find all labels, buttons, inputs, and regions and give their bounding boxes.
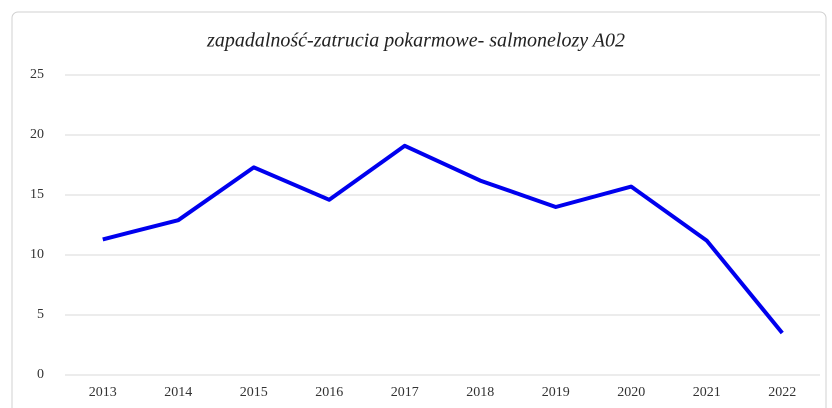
x-tick-label: 2018 <box>466 385 494 400</box>
y-tick-label: 0 <box>37 367 44 382</box>
chart-title: zapadalność-zatrucia pokarmowe- salmonel… <box>206 30 625 52</box>
chart-frame <box>11 11 827 408</box>
x-tick-label: 2015 <box>240 385 268 400</box>
y-tick-label: 15 <box>30 187 44 202</box>
x-tick-label: 2016 <box>315 385 343 400</box>
y-tick-label: 25 <box>30 67 44 82</box>
x-tick-label: 2019 <box>542 385 570 400</box>
x-tick-label: 2013 <box>89 385 117 400</box>
x-tick-label: 2021 <box>693 385 721 400</box>
x-tick-label: 2014 <box>164 385 192 400</box>
x-tick-label: 2022 <box>768 385 796 400</box>
y-tick-label: 5 <box>37 307 44 322</box>
data-line <box>102 143 784 335</box>
x-tick-label: 2020 <box>617 385 645 400</box>
y-tick-label: 20 <box>30 127 44 142</box>
y-tick-label: 10 <box>30 247 44 262</box>
x-tick-label: 2017 <box>391 385 419 400</box>
